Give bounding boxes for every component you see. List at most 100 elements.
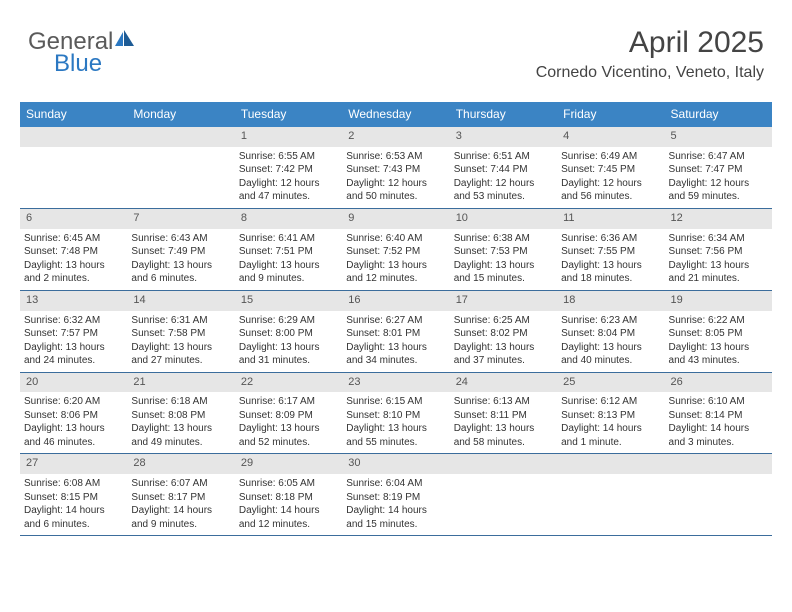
day-number: 23 [342, 373, 449, 393]
sunset-text: Sunset: 8:11 PM [454, 409, 553, 423]
day-number: 9 [342, 209, 449, 229]
day-number: 20 [20, 373, 127, 393]
sunset-text: Sunset: 7:45 PM [561, 163, 660, 177]
day-number: 18 [557, 291, 664, 311]
daylight2-text: and 6 minutes. [131, 272, 230, 286]
daylight2-text: and 59 minutes. [669, 190, 768, 204]
daylight2-text: and 9 minutes. [239, 272, 338, 286]
day-number: 17 [450, 291, 557, 311]
sunrise-text: Sunrise: 6:05 AM [239, 477, 338, 491]
sunrise-text: Sunrise: 6:22 AM [669, 314, 768, 328]
daylight1-text: Daylight: 13 hours [131, 341, 230, 355]
day-content: Sunrise: 6:25 AMSunset: 8:02 PMDaylight:… [454, 314, 553, 368]
sunrise-text: Sunrise: 6:38 AM [454, 232, 553, 246]
day-cell: 3Sunrise: 6:51 AMSunset: 7:44 PMDaylight… [450, 127, 557, 208]
sunset-text: Sunset: 7:43 PM [346, 163, 445, 177]
sunrise-text: Sunrise: 6:34 AM [669, 232, 768, 246]
day-content: Sunrise: 6:32 AMSunset: 7:57 PMDaylight:… [24, 314, 123, 368]
day-cell: 16Sunrise: 6:27 AMSunset: 8:01 PMDayligh… [342, 291, 449, 372]
daylight2-text: and 52 minutes. [239, 436, 338, 450]
daylight1-text: Daylight: 13 hours [346, 341, 445, 355]
day-number: 11 [557, 209, 664, 229]
day-content: Sunrise: 6:04 AMSunset: 8:19 PMDaylight:… [346, 477, 445, 531]
week-row: 27Sunrise: 6:08 AMSunset: 8:15 PMDayligh… [20, 454, 772, 536]
day-number: 22 [235, 373, 342, 393]
day-cell: 25Sunrise: 6:12 AMSunset: 8:13 PMDayligh… [557, 373, 664, 454]
sunrise-text: Sunrise: 6:04 AM [346, 477, 445, 491]
sunrise-text: Sunrise: 6:10 AM [669, 395, 768, 409]
daylight2-text: and 49 minutes. [131, 436, 230, 450]
sunrise-text: Sunrise: 6:29 AM [239, 314, 338, 328]
daylight1-text: Daylight: 13 hours [669, 341, 768, 355]
day-number: 21 [127, 373, 234, 393]
weekday-label: Wednesday [342, 102, 449, 127]
day-cell: 22Sunrise: 6:17 AMSunset: 8:09 PMDayligh… [235, 373, 342, 454]
daylight1-text: Daylight: 14 hours [131, 504, 230, 518]
sunset-text: Sunset: 7:48 PM [24, 245, 123, 259]
sunset-text: Sunset: 7:55 PM [561, 245, 660, 259]
day-cell: 27Sunrise: 6:08 AMSunset: 8:15 PMDayligh… [20, 454, 127, 535]
daylight2-text: and 31 minutes. [239, 354, 338, 368]
sunset-text: Sunset: 8:06 PM [24, 409, 123, 423]
week-row: 1 Sunrise: 6:55 AMSunset: 7:42 PMDaylight… [20, 127, 772, 209]
daylight2-text: and 46 minutes. [24, 436, 123, 450]
day-cell: 1 Sunrise: 6:55 AMSunset: 7:42 PMDaylight… [235, 127, 342, 208]
day-number: 8 [235, 209, 342, 229]
week-row: 6Sunrise: 6:45 AMSunset: 7:48 PMDaylight… [20, 209, 772, 291]
daylight2-text: and 2 minutes. [24, 272, 123, 286]
logo-text-2: Blue [54, 50, 102, 77]
daylight2-text: and 1 minute. [561, 436, 660, 450]
daylight2-text: and 34 minutes. [346, 354, 445, 368]
sunset-text: Sunset: 7:42 PM [239, 163, 338, 177]
day-number: 1 [235, 127, 342, 147]
sunset-text: Sunset: 8:00 PM [239, 327, 338, 341]
weekday-label: Friday [557, 102, 664, 127]
sunrise-text: Sunrise: 6:18 AM [131, 395, 230, 409]
day-content: Sunrise: 6:43 AMSunset: 7:49 PMDaylight:… [131, 232, 230, 286]
sunrise-text: Sunrise: 6:41 AM [239, 232, 338, 246]
day-content: Sunrise: 6:38 AMSunset: 7:53 PMDaylight:… [454, 232, 553, 286]
day-number [557, 454, 664, 474]
daylight1-text: Daylight: 13 hours [131, 422, 230, 436]
weekday-label: Thursday [450, 102, 557, 127]
day-cell: 8 Sunrise: 6:41 AMSunset: 7:51 PMDaylight… [235, 209, 342, 290]
day-content: Sunrise: 6:41 AMSunset: 7:51 PMDaylight:… [239, 232, 338, 286]
day-number [20, 127, 127, 147]
daylight2-text: and 40 minutes. [561, 354, 660, 368]
sunset-text: Sunset: 7:47 PM [669, 163, 768, 177]
day-content: Sunrise: 6:20 AMSunset: 8:06 PMDaylight:… [24, 395, 123, 449]
day-cell: 12Sunrise: 6:34 AMSunset: 7:56 PMDayligh… [665, 209, 772, 290]
daylight1-text: Daylight: 14 hours [24, 504, 123, 518]
day-number: 25 [557, 373, 664, 393]
sunset-text: Sunset: 8:15 PM [24, 491, 123, 505]
daylight2-text: and 58 minutes. [454, 436, 553, 450]
weekday-label: Sunday [20, 102, 127, 127]
day-content: Sunrise: 6:55 AMSunset: 7:42 PMDaylight:… [239, 150, 338, 204]
day-content: Sunrise: 6:45 AMSunset: 7:48 PMDaylight:… [24, 232, 123, 286]
daylight1-text: Daylight: 12 hours [346, 177, 445, 191]
day-number: 30 [342, 454, 449, 474]
location: Cornedo Vicentino, Veneto, Italy [536, 64, 764, 82]
sunset-text: Sunset: 7:49 PM [131, 245, 230, 259]
sunrise-text: Sunrise: 6:08 AM [24, 477, 123, 491]
month-title: April 2025 [536, 26, 764, 60]
day-content: Sunrise: 6:22 AMSunset: 8:05 PMDaylight:… [669, 314, 768, 368]
day-number: 4 [557, 127, 664, 147]
sunset-text: Sunset: 7:44 PM [454, 163, 553, 177]
sunrise-text: Sunrise: 6:27 AM [346, 314, 445, 328]
daylight2-text: and 47 minutes. [239, 190, 338, 204]
sunrise-text: Sunrise: 6:07 AM [131, 477, 230, 491]
day-cell: 13Sunrise: 6:32 AMSunset: 7:57 PMDayligh… [20, 291, 127, 372]
weekday-label: Tuesday [235, 102, 342, 127]
daylight2-text: and 24 minutes. [24, 354, 123, 368]
weekday-label: Saturday [665, 102, 772, 127]
daylight1-text: Daylight: 14 hours [561, 422, 660, 436]
day-cell [450, 454, 557, 535]
daylight2-text: and 9 minutes. [131, 518, 230, 532]
day-cell: 7 Sunrise: 6:43 AMSunset: 7:49 PMDaylight… [127, 209, 234, 290]
day-number: 7 [127, 209, 234, 229]
daylight2-text: and 50 minutes. [346, 190, 445, 204]
sunrise-text: Sunrise: 6:45 AM [24, 232, 123, 246]
day-cell: 24Sunrise: 6:13 AMSunset: 8:11 PMDayligh… [450, 373, 557, 454]
day-cell: 14Sunrise: 6:31 AMSunset: 7:58 PMDayligh… [127, 291, 234, 372]
